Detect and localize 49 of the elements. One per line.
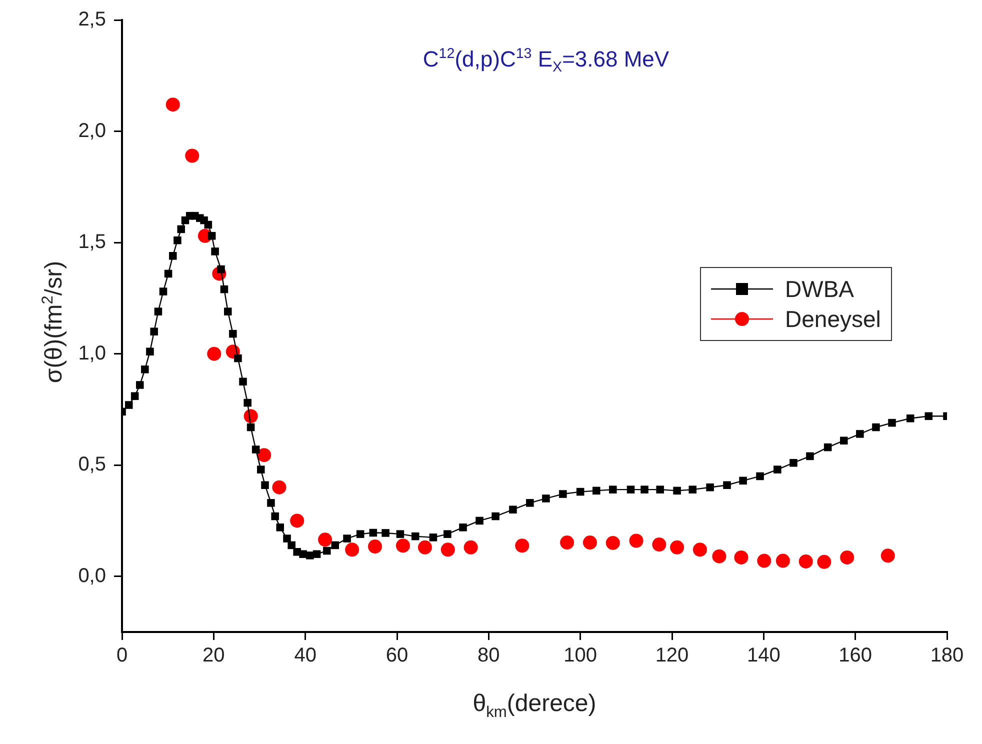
point [692,542,707,557]
y-tick-label: 0,0 [78,564,106,587]
x-axis-title: θ$_{km}$(derece) [472,690,598,722]
x-tick-label: 160 [838,644,872,667]
x-tick-label: 140 [746,644,780,667]
y-tick-label: 1,0 [78,342,106,364]
point [290,514,304,528]
y-tick-label: 2,0 [78,120,106,142]
point [757,554,772,568]
legend-label: Deneysel [785,306,881,332]
point [840,550,854,564]
point [734,550,748,564]
point [207,346,222,361]
x-tick-label: 80 [478,644,500,667]
point [670,540,684,554]
point [396,538,410,553]
point [345,542,360,557]
point [652,538,666,552]
x-tick-label: 60 [386,644,408,667]
point [629,534,644,548]
point [606,536,620,550]
x-tick-label: 120 [655,644,689,667]
point [318,532,332,547]
point [515,538,530,553]
point [368,540,382,554]
point [798,554,813,568]
x-tick-label: 40 [294,644,316,667]
x-tick-label: 100 [564,644,598,667]
point [440,542,455,557]
y-tick-label: 0,5 [78,454,106,476]
point [272,480,286,494]
point [712,549,726,564]
y-tick-label: 1,5 [78,231,106,254]
point [166,98,180,112]
point [582,536,597,550]
x-tick-label: 180 [930,644,964,667]
point [464,540,478,554]
point [776,554,790,568]
point [185,148,200,163]
point [880,548,895,563]
x-tick-label: 20 [202,644,225,667]
x-tick-label: 0 [116,644,128,667]
y-tick-label: 2,5 [78,8,106,31]
legend-label: DWBA [785,276,854,302]
text: C$^{12}$(d,p)C$^{13}$ E$_{X}$=3.68 MeV [422,46,670,76]
point [560,536,574,550]
point [817,554,832,569]
point [257,448,272,462]
point [418,540,432,554]
